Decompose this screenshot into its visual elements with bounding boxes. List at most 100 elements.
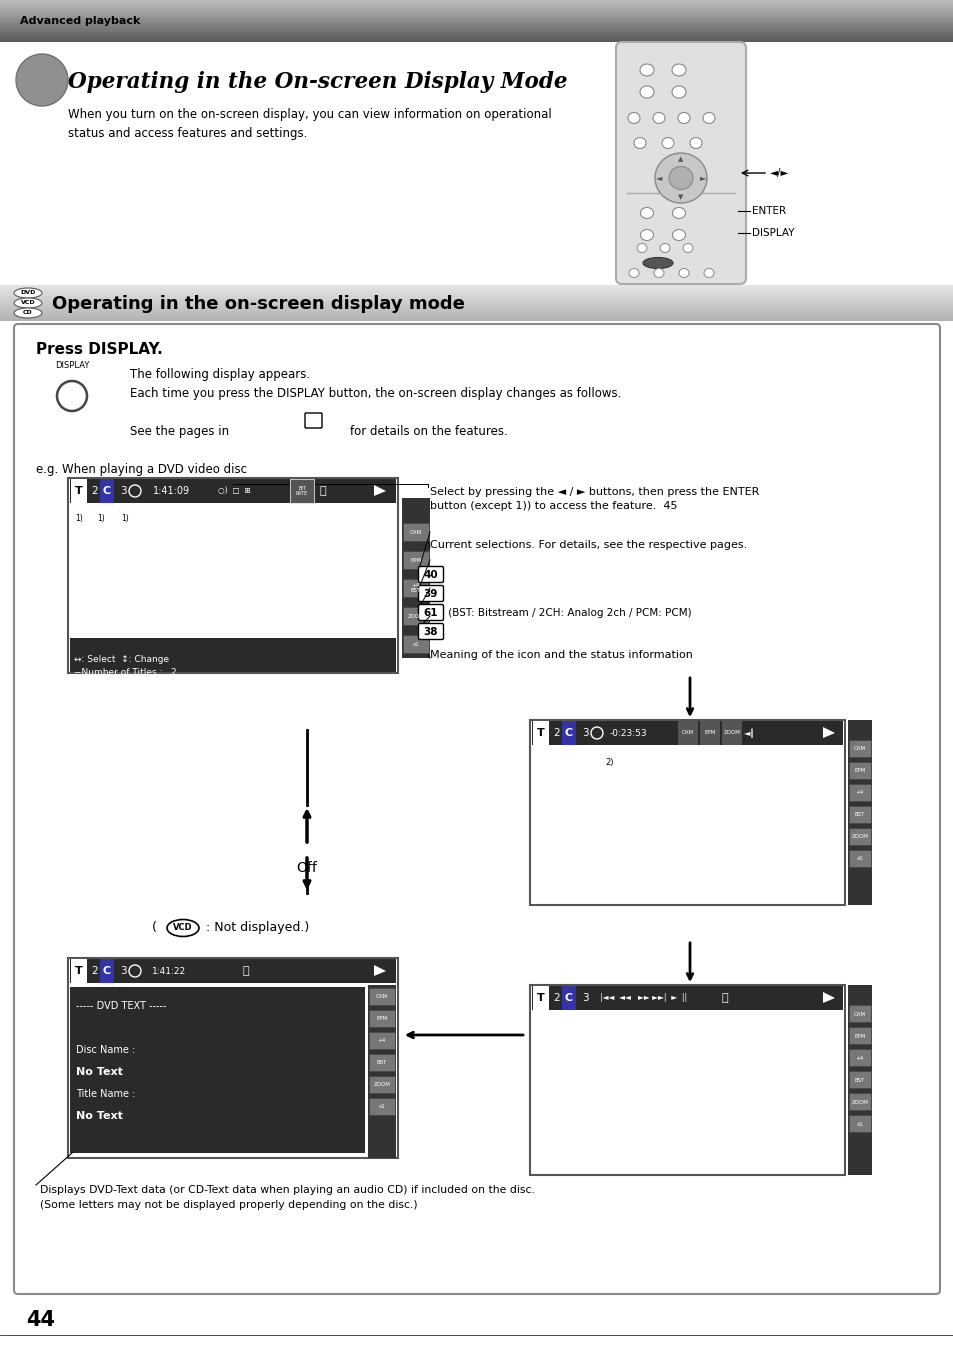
Text: Current selections. For details, see the respective pages.: Current selections. For details, see the… [430, 541, 746, 550]
Ellipse shape [689, 137, 701, 148]
Ellipse shape [655, 154, 706, 204]
FancyBboxPatch shape [418, 585, 443, 601]
Text: When you turn on the on-screen display, you can view information on operational
: When you turn on the on-screen display, … [68, 108, 551, 139]
Text: 40: 40 [423, 570, 437, 580]
Ellipse shape [668, 167, 692, 190]
Text: x1: x1 [378, 1104, 385, 1109]
Text: ○)  □  ⊞: ○) □ ⊞ [218, 487, 251, 496]
Polygon shape [822, 992, 834, 1003]
Text: ----- DVD TEXT -----: ----- DVD TEXT ----- [76, 1002, 167, 1011]
Text: C: C [564, 993, 573, 1003]
Ellipse shape [672, 208, 685, 218]
Ellipse shape [672, 229, 685, 240]
Ellipse shape [642, 257, 672, 268]
Text: BST: BST [854, 1077, 864, 1082]
Text: CAM: CAM [375, 995, 388, 999]
Text: ►: ► [699, 174, 705, 182]
Bar [369, 1010, 395, 1027]
Text: +4
BST: +4 BST [411, 582, 420, 593]
Text: EPM: EPM [410, 558, 421, 562]
Text: T: T [537, 728, 544, 737]
Polygon shape [374, 965, 386, 976]
Bar [100, 958, 113, 983]
Bar [532, 721, 842, 745]
Text: ◄║: ◄║ [743, 728, 755, 737]
Text: CAM: CAM [410, 530, 421, 535]
Bar [369, 1076, 395, 1093]
Text: 2: 2 [553, 728, 559, 737]
Bar [402, 607, 429, 625]
Ellipse shape [637, 244, 646, 252]
Bar [71, 479, 87, 503]
Ellipse shape [682, 244, 692, 252]
Text: 1): 1) [121, 514, 129, 523]
Text: CAM: CAM [681, 731, 694, 736]
Text: ZOOM: ZOOM [374, 1082, 390, 1088]
Bar [402, 551, 429, 569]
Text: No Text: No Text [76, 1068, 123, 1077]
Ellipse shape [639, 86, 654, 98]
Text: 44: 44 [26, 1310, 55, 1330]
Bar [561, 985, 576, 1010]
Bar [100, 479, 113, 503]
Text: See the pages in: See the pages in [130, 425, 233, 438]
Text: for details on the features.: for details on the features. [350, 425, 507, 438]
Text: 38: 38 [423, 627, 437, 638]
Ellipse shape [703, 268, 713, 278]
Ellipse shape [634, 137, 645, 148]
Text: EPM: EPM [376, 1016, 387, 1022]
Text: BIT
RATE: BIT RATE [295, 485, 308, 496]
Text: Advanced playback: Advanced playback [20, 16, 140, 26]
Text: Select by pressing the ◄ / ► buttons, then press the ENTER
button (except 1)) to: Select by pressing the ◄ / ► buttons, th… [430, 487, 759, 511]
Bar [847, 985, 871, 1175]
Text: e.g. When playing a DVD video disc: e.g. When playing a DVD video disc [36, 462, 247, 476]
Ellipse shape [14, 298, 42, 307]
Bar [401, 643, 430, 658]
Bar [721, 721, 741, 745]
Bar [533, 721, 548, 745]
Ellipse shape [661, 137, 673, 148]
Text: 61: 61 [423, 608, 437, 617]
Text: 3: 3 [581, 993, 588, 1003]
Bar [401, 497, 430, 648]
Text: Press DISPLAY.: Press DISPLAY. [36, 342, 163, 357]
Text: ZOOM: ZOOM [407, 613, 424, 619]
Text: VCD: VCD [173, 923, 193, 933]
Text: 1): 1) [97, 514, 105, 523]
Bar [369, 1033, 395, 1049]
Bar [402, 580, 429, 597]
Ellipse shape [16, 54, 68, 106]
Text: ◄/►: ◄/► [769, 168, 789, 178]
Text: 2: 2 [91, 967, 98, 976]
Bar [848, 1049, 870, 1066]
Text: 2): 2) [605, 758, 614, 767]
Ellipse shape [627, 112, 639, 124]
Text: CAM: CAM [853, 1011, 865, 1016]
Text: VCD: VCD [21, 301, 35, 306]
FancyBboxPatch shape [305, 412, 322, 429]
Bar [700, 721, 720, 745]
Ellipse shape [57, 381, 87, 411]
Bar [71, 958, 87, 983]
Ellipse shape [671, 86, 685, 98]
Text: x1: x1 [413, 642, 419, 647]
Text: 2: 2 [553, 993, 559, 1003]
Text: 𝄚: 𝄚 [720, 993, 727, 1003]
Text: (: ( [152, 922, 161, 934]
Bar [848, 740, 870, 758]
Ellipse shape [679, 268, 688, 278]
Text: C: C [103, 967, 111, 976]
Text: (BST: Bitstream / 2CH: Analog 2ch / PCM: PCM): (BST: Bitstream / 2CH: Analog 2ch / PCM:… [444, 608, 691, 617]
Bar [70, 638, 395, 673]
FancyBboxPatch shape [14, 324, 939, 1294]
FancyBboxPatch shape [418, 566, 443, 582]
Text: 𝄚: 𝄚 [319, 487, 326, 496]
Text: 39: 39 [423, 589, 437, 599]
Ellipse shape [652, 112, 664, 124]
FancyBboxPatch shape [616, 42, 745, 284]
Ellipse shape [628, 268, 639, 278]
Text: ENTER: ENTER [751, 206, 785, 216]
Bar [402, 523, 429, 541]
Text: x1: x1 [856, 856, 862, 861]
Text: 𝄚: 𝄚 [242, 967, 249, 976]
